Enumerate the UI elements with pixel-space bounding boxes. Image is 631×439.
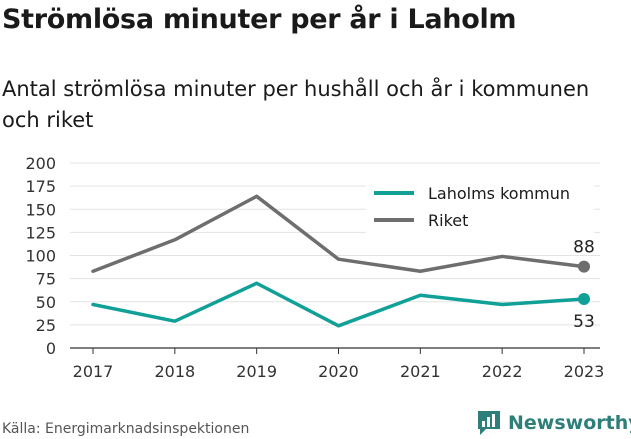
source-note: Källa: Energimarknadsinspektionen [2, 421, 250, 437]
chart-subtitle: Antal strömlösa minuter per hushåll och … [2, 77, 590, 132]
series-line-laholm [91, 281, 586, 328]
data-label-riket: 88 [573, 238, 595, 258]
end-point-riket [578, 260, 590, 273]
y-tick-label: 50 [36, 293, 56, 312]
x-tick-label: 2017 [73, 362, 114, 381]
y-tick-label: 100 [25, 247, 56, 266]
chart-title: Strömlösa minuter per år i Laholm [2, 4, 517, 35]
y-tick-label: 0 [46, 339, 56, 358]
y-tick-label: 75 [36, 270, 56, 289]
brand-logo: Newsworthy [476, 408, 631, 438]
x-tick-label: 2022 [482, 362, 523, 381]
x-tick-label: 2018 [154, 362, 195, 381]
y-tick-label: 175 [25, 177, 56, 196]
x-tick-label: 2020 [318, 362, 359, 381]
legend-label: Riket [428, 211, 468, 230]
x-tick-label: 2023 [564, 362, 605, 381]
brand-name: Newsworthy [508, 412, 631, 434]
x-tick-label: 2021 [400, 362, 441, 381]
legend-label: Laholms kommun [428, 184, 570, 203]
legend-box [366, 178, 594, 234]
y-tick-label: 150 [25, 200, 56, 219]
newsworthy-logo-icon [478, 411, 500, 435]
data-label-laholm: 53 [573, 312, 595, 332]
x-tick-label: 2019 [236, 362, 277, 381]
y-tick-label: 25 [36, 316, 56, 335]
series-line-riket [91, 194, 586, 273]
y-tick-label: 125 [25, 223, 56, 242]
end-point-laholm [578, 292, 590, 305]
y-tick-label: 200 [25, 154, 56, 173]
